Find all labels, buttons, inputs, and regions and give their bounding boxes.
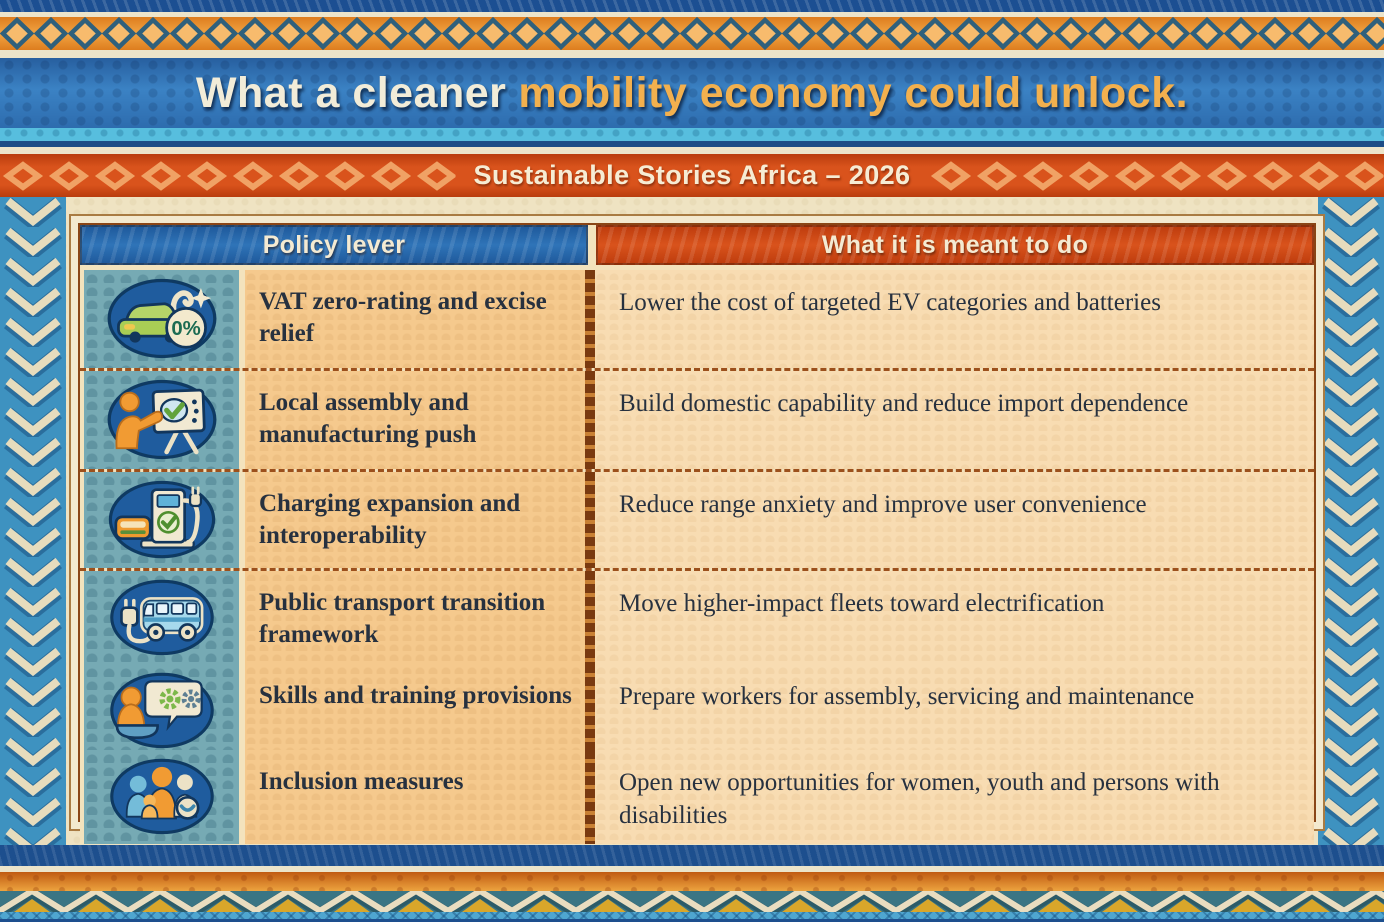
bottom-chevron-band (0, 891, 1384, 912)
content-area: Policy lever What it is meant to do (0, 197, 1384, 845)
column-divider (585, 571, 595, 665)
divider (0, 141, 1384, 147)
divider (0, 12, 1384, 17)
column-divider (585, 750, 595, 844)
title-band-texture (0, 58, 1384, 128)
policy-icon-cell (84, 472, 239, 568)
inclusion-people-icon (109, 758, 214, 835)
bottom-lightblue-band (0, 912, 1384, 922)
page-title: What a cleaner mobility economy could unl… (196, 69, 1188, 118)
right-zigzag-border (1318, 197, 1384, 845)
policy-purpose-cell: Open new opportunities for women, youth … (595, 750, 1314, 844)
title-band: What a cleaner mobility economy could unl… (0, 58, 1384, 128)
policy-icon-cell (84, 571, 239, 665)
policy-purpose-cell: Build domestic capability and reduce imp… (595, 371, 1314, 469)
bottom-orange-band (0, 872, 1384, 891)
table-row: 0% VAT zero-rating and excise relief Low… (80, 270, 1314, 371)
zero-percent-badge: 0% (171, 318, 200, 340)
bottom-navy-band (0, 845, 1384, 866)
charging-station-icon (108, 480, 215, 559)
policy-lever-cell: Inclusion measures (245, 750, 585, 844)
skills-training-icon (109, 672, 214, 749)
policy-purpose-cell: Lower the cost of targeted EV categories… (595, 270, 1314, 368)
policy-table: Policy lever What it is meant to do (78, 223, 1316, 844)
policy-purpose-cell: Reduce range anxiety and improve user co… (595, 472, 1314, 568)
diamond-chain-icon (0, 158, 456, 193)
table-row: Local assembly and manufacturing push Bu… (80, 371, 1314, 472)
policy-icon-cell (84, 750, 239, 844)
divider (0, 866, 1384, 872)
ev-car-zero-percent-icon: 0% (107, 278, 216, 359)
diamond-lattice-pattern (0, 17, 1384, 50)
table-row: Charging expansion and interoperability … (80, 472, 1314, 571)
top-diamond-lattice-band (0, 17, 1384, 50)
policy-icon-cell: 0% (84, 270, 239, 368)
policy-lever-cell: Local assembly and manufacturing push (245, 371, 585, 469)
subtitle-banner: Sustainable Stories Africa – 2026 (0, 154, 1384, 197)
policy-lever-cell: Skills and training provisions (245, 664, 585, 758)
top-navy-band (0, 0, 1384, 12)
column-divider (585, 472, 595, 568)
policy-lever-cell: VAT zero-rating and excise relief (245, 270, 585, 368)
header-policy-lever: Policy lever (80, 225, 588, 265)
divider (0, 50, 1384, 58)
policy-lever-cell: Charging expansion and interoperability (245, 472, 585, 568)
column-divider (585, 664, 595, 758)
title-highlight: mobility economy could unlock. (518, 68, 1189, 117)
column-divider (585, 371, 595, 469)
left-zigzag-border (0, 197, 66, 845)
table-row: Skills and training provisions Prepare w… (80, 664, 1314, 758)
policy-icon-cell (84, 371, 239, 469)
table-row: Public transport transition framework Mo… (80, 571, 1314, 665)
table-row: Inclusion measures Open new opportunitie… (80, 750, 1314, 844)
column-divider (585, 270, 595, 368)
header-purpose: What it is meant to do (596, 225, 1314, 265)
policy-icon-cell (84, 664, 239, 758)
table-header-row: Policy lever What it is meant to do (80, 225, 1314, 265)
diamond-chain-icon (928, 158, 1384, 193)
policy-purpose-cell: Prepare workers for assembly, servicing … (595, 664, 1314, 758)
assembly-presentation-icon (107, 379, 216, 460)
policy-purpose-cell: Move higher-impact fleets toward electri… (595, 571, 1314, 665)
policy-lever-cell: Public transport transition framework (245, 571, 585, 665)
electric-minibus-icon (109, 579, 214, 656)
divider (0, 147, 1384, 154)
banner-label: Sustainable Stories Africa – 2026 (473, 160, 911, 190)
chevron-pattern (0, 891, 1384, 912)
title-plain: What a cleaner (195, 68, 507, 117)
cyan-strip (0, 128, 1384, 141)
